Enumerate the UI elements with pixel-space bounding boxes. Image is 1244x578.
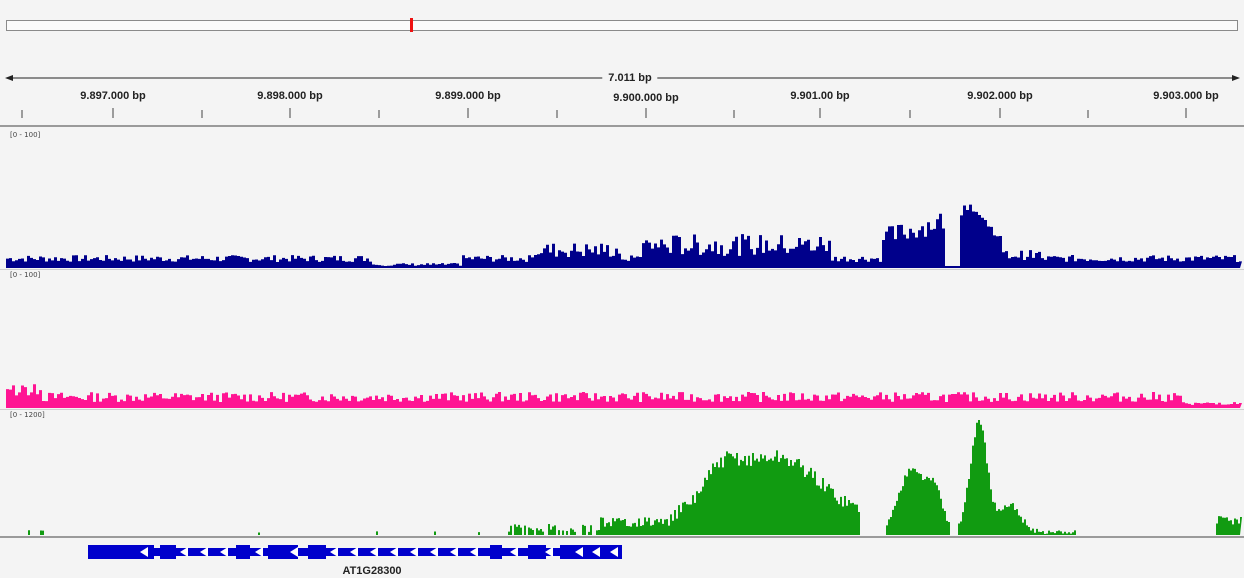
track-separator [0,269,1244,270]
exon-block [120,545,154,559]
ruler-left-arrow [5,75,13,81]
strand-arrow [140,547,148,557]
tick-label: 9.898.000 bp [257,90,323,102]
strand-arrow [610,547,618,557]
exon-block [490,545,502,559]
exon-block [160,545,176,559]
coverage-area [6,204,1242,268]
exon-block [596,545,622,559]
strand-arrow [450,547,458,557]
tick-label: 9.902.000 bp [967,90,1033,102]
strand-arrow [545,547,553,557]
exon-block [88,545,120,559]
coverage-plot-1 [6,204,1242,268]
gene-track-divider [0,536,1244,538]
coverage-track-3[interactable]: [0 - 1200] [0,410,1244,536]
strand-arrow [510,547,518,557]
strand-arrow [430,547,438,557]
coverage-area [6,419,1242,535]
header-divider [0,125,1244,127]
coverage-track-1[interactable]: [0 - 100] [0,130,1244,269]
strand-arrow [390,547,398,557]
strand-arrow [330,547,338,557]
current-region-marker[interactable] [410,18,413,32]
strand-arrow [180,547,188,557]
tick-label: 9.900.000 bp [613,92,679,104]
exon-block [308,545,326,559]
exon-block [236,545,250,559]
strand-arrow [200,547,208,557]
data-range-label: [0 - 100] [10,271,41,279]
tick-label: 9.901.00 bp [790,90,850,102]
exon-block [528,545,546,559]
tick-label: 9.899.000 bp [435,90,501,102]
coverage-plot-2 [6,384,1242,408]
gene-name-label: AT1G28300 [342,565,402,577]
coverage-plot-3 [6,419,1242,535]
span-length-label: 7.011 bp [602,72,658,84]
tick-label: 9.897.000 bp [80,90,146,102]
strand-arrow [350,547,358,557]
gene-annotation-track[interactable]: AT1G28300 [0,538,1244,578]
genomic-ruler[interactable]: 7.011 bp 9.897.000 bp 9.898.000 bp 9.899… [0,36,1244,126]
data-range-label: [0 - 100] [10,131,41,139]
track-separator [0,409,1244,410]
coverage-track-2[interactable]: [0 - 100] [0,270,1244,409]
strand-arrow [290,547,298,557]
strand-arrow [592,547,600,557]
exon-block [268,545,298,559]
tick-label: 9.903.000 bp [1153,90,1219,102]
data-range-label: [0 - 1200] [10,411,45,419]
strand-arrow [220,547,228,557]
strand-arrow [470,547,478,557]
coverage-area [6,384,1242,408]
ruler-right-arrow [1232,75,1240,81]
strand-arrow [575,547,583,557]
gene-model[interactable] [0,538,1244,568]
strand-arrow [370,547,378,557]
strand-arrow [255,547,263,557]
strand-arrow [410,547,418,557]
chromosome-ideogram[interactable] [6,20,1238,31]
